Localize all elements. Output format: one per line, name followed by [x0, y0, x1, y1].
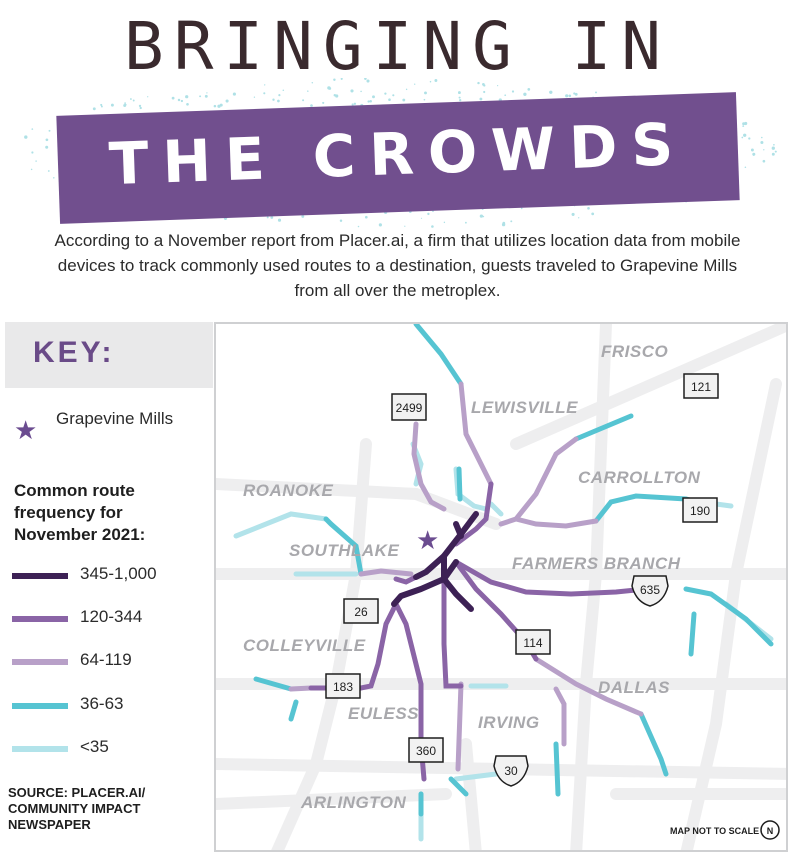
interstate-shield: 30 — [493, 755, 529, 787]
legend-item: 64-119 — [12, 650, 212, 672]
legend-swatch — [12, 616, 68, 622]
city-label: EULESS — [348, 704, 419, 723]
highway-shield: 121 — [683, 373, 719, 399]
city-label: CARROLLTON — [578, 468, 701, 487]
star-icon: ★ — [14, 416, 38, 446]
source-credit: SOURCE: PLACER.AI/ COMMUNITY IMPACT NEWS… — [8, 785, 146, 832]
highway-shield: 2499 — [391, 393, 427, 421]
legend-label: <35 — [80, 737, 109, 756]
routes-36-63 — [253, 324, 774, 817]
city-label: IRVING — [478, 713, 540, 732]
city-label: DALLAS — [598, 678, 670, 697]
svg-text:114: 114 — [523, 636, 542, 650]
routes-345-1000 — [391, 511, 479, 612]
svg-text:30: 30 — [504, 764, 518, 778]
svg-text:190: 190 — [690, 504, 710, 518]
highway-shield: 114 — [515, 629, 551, 655]
legend-label: 64-119 — [80, 650, 132, 669]
interstate-shield: 635 — [631, 575, 669, 607]
legend-label: 120-344 — [80, 607, 143, 626]
legend-label: 36-63 — [80, 694, 124, 713]
highway-shield: 190 — [682, 497, 718, 523]
city-label: SOUTHLAKE — [289, 541, 399, 560]
svg-text:635: 635 — [640, 583, 660, 597]
legend-swatch — [12, 573, 68, 579]
highway-shield: 26 — [343, 598, 379, 624]
city-label: LEWISVILLE — [471, 398, 578, 417]
route-map: ★ FRISCO LEWISVILLE CARROLLTON ROANOKE S… — [214, 322, 788, 852]
map-canvas: ★ FRISCO LEWISVILLE CARROLLTON ROANOKE S… — [216, 324, 786, 850]
highway-shield: 183 — [325, 673, 361, 699]
city-label: ARLINGTON — [300, 793, 406, 812]
svg-text:183: 183 — [333, 680, 353, 694]
routes-64-119 — [288, 381, 644, 772]
key-heading: KEY: — [33, 336, 115, 369]
svg-text:360: 360 — [416, 744, 436, 758]
legend-item: 36-63 — [12, 694, 212, 716]
legend-swatch — [12, 703, 68, 709]
frequency-title: Common route frequency for November 2021… — [14, 481, 146, 544]
legend-item: 345-1,000 — [12, 564, 212, 586]
legend-swatch — [12, 659, 68, 665]
city-label: FARMERS BRANCH — [512, 554, 681, 573]
highway-shield: 360 — [408, 737, 444, 763]
star-icon: ★ — [416, 526, 439, 556]
title-line-1: BRINGING IN — [123, 8, 672, 85]
city-label: COLLEYVILLE — [243, 636, 366, 655]
grapevine-mills-label: Grapevine Mills — [56, 409, 174, 428]
legend-item: <35 — [12, 737, 212, 759]
legend-item: 120-344 — [12, 607, 212, 629]
svg-text:2499: 2499 — [396, 401, 423, 415]
north-arrow-icon: N — [760, 820, 780, 840]
legend-label: 345-1,000 — [80, 564, 157, 583]
city-label: ROANOKE — [243, 481, 334, 500]
svg-text:N: N — [767, 826, 774, 836]
key-heading-box: KEY: — [5, 322, 213, 388]
svg-text:26: 26 — [354, 605, 368, 619]
city-label: FRISCO — [601, 342, 668, 361]
svg-text:121: 121 — [691, 380, 711, 394]
map-scale-note: MAP NOT TO SCALE — [670, 826, 759, 836]
intro-text: According to a November report from Plac… — [54, 231, 741, 300]
legend-swatch — [12, 746, 68, 752]
